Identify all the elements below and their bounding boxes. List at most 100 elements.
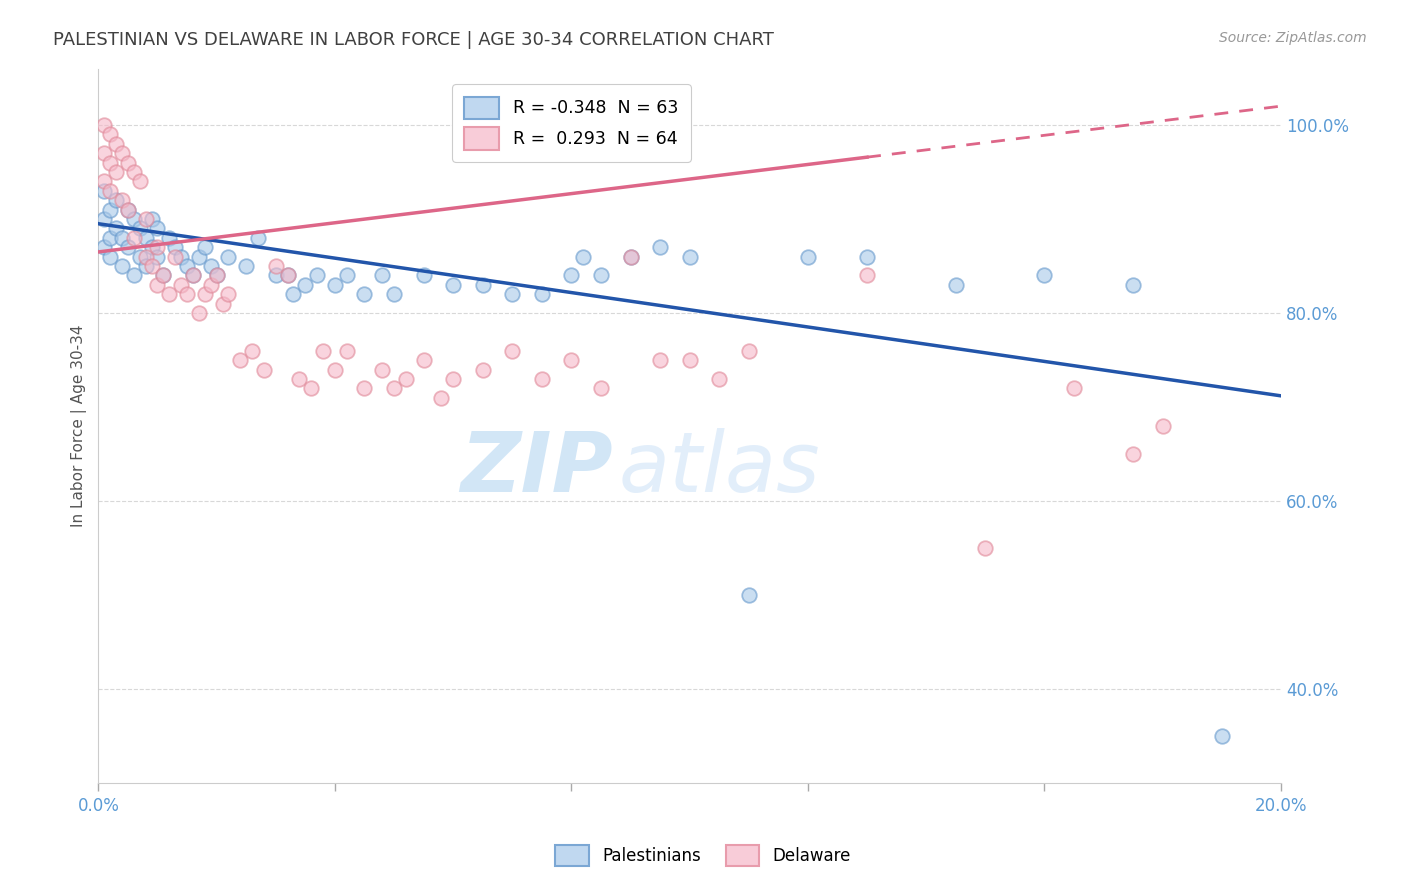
Point [111,259,134,273]
Point [1152,419,1174,434]
Point [98,231,121,245]
Text: PALESTINIAN VS DELAWARE IN LABOR FORCE | AGE 30-34 CORRELATION CHART: PALESTINIAN VS DELAWARE IN LABOR FORCE |… [53,31,775,49]
Point [560,353,582,368]
Point [128,174,150,188]
Point [194,240,217,254]
Point [211,296,233,310]
Point [382,287,405,301]
Point [141,240,163,254]
Point [98,184,121,198]
Point [111,193,134,207]
Point [152,268,174,283]
Point [135,212,157,227]
Point [430,391,453,405]
Point [176,287,198,301]
Point [98,202,121,217]
Point [117,202,139,217]
Point [146,250,169,264]
Point [648,240,671,254]
Point [709,372,731,386]
Point [312,343,335,358]
Point [205,268,228,283]
Point [299,381,322,395]
Point [856,250,879,264]
Point [187,250,209,264]
Point [264,259,287,273]
Point [288,372,311,386]
Point [93,212,115,227]
Point [98,128,121,142]
Point [1063,381,1085,395]
Point [264,268,287,283]
Point [122,212,145,227]
Point [111,146,134,161]
Point [128,250,150,264]
Point [371,268,394,283]
Point [135,231,157,245]
Point [294,277,316,292]
Point [530,372,553,386]
Point [93,118,115,132]
Point [307,268,329,283]
Point [283,287,305,301]
Point [117,240,139,254]
Point [240,343,263,358]
Point [170,250,193,264]
Point [181,268,204,283]
Point [560,268,582,283]
Point [93,184,115,198]
Point [441,372,464,386]
Point [93,146,115,161]
Point [111,231,134,245]
Point [353,381,375,395]
Point [157,231,180,245]
Point [247,231,270,245]
Point [974,541,997,556]
Point [441,277,464,292]
Point [200,277,222,292]
Point [336,268,359,283]
Legend: Palestinians, Delaware: Palestinians, Delaware [548,838,858,873]
Text: Source: ZipAtlas.com: Source: ZipAtlas.com [1219,31,1367,45]
Point [157,287,180,301]
Point [229,353,252,368]
Point [412,268,434,283]
Point [141,259,163,273]
Point [146,221,169,235]
Point [93,240,115,254]
Point [501,343,523,358]
Point [217,287,239,301]
Point [200,259,222,273]
Point [945,277,967,292]
Point [1122,447,1144,461]
Point [679,250,702,264]
Point [619,250,641,264]
Point [856,268,879,283]
Point [187,306,209,320]
Point [235,259,257,273]
Point [572,250,595,264]
Point [146,277,169,292]
Point [412,353,434,368]
Point [323,362,346,376]
Point [501,287,523,301]
Point [371,362,394,376]
Point [165,250,187,264]
Point [589,268,612,283]
Point [648,353,671,368]
Legend: R = -0.348  N = 63, R =  0.293  N = 64: R = -0.348 N = 63, R = 0.293 N = 64 [453,85,690,162]
Point [98,155,121,169]
Point [353,287,375,301]
Point [797,250,820,264]
Point [471,362,494,376]
Point [117,155,139,169]
Point [135,259,157,273]
Point [395,372,418,386]
Point [738,343,761,358]
Point [253,362,276,376]
Point [382,381,405,395]
Point [1211,729,1233,743]
Point [105,221,128,235]
Point [122,268,145,283]
Point [141,212,163,227]
